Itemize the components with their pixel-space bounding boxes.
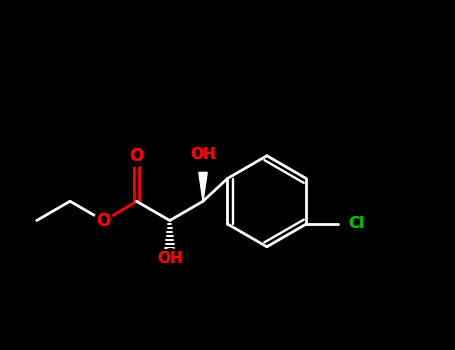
- Text: Cl: Cl: [348, 217, 364, 231]
- Text: OH: OH: [157, 251, 182, 266]
- Text: O: O: [96, 211, 111, 230]
- Text: Cl: Cl: [348, 217, 364, 231]
- Text: OH: OH: [190, 147, 216, 162]
- Polygon shape: [199, 173, 207, 201]
- Text: O: O: [129, 147, 144, 165]
- Text: OH: OH: [157, 251, 182, 266]
- Text: O: O: [129, 147, 144, 165]
- Text: O: O: [96, 211, 111, 230]
- Text: OH: OH: [190, 147, 216, 162]
